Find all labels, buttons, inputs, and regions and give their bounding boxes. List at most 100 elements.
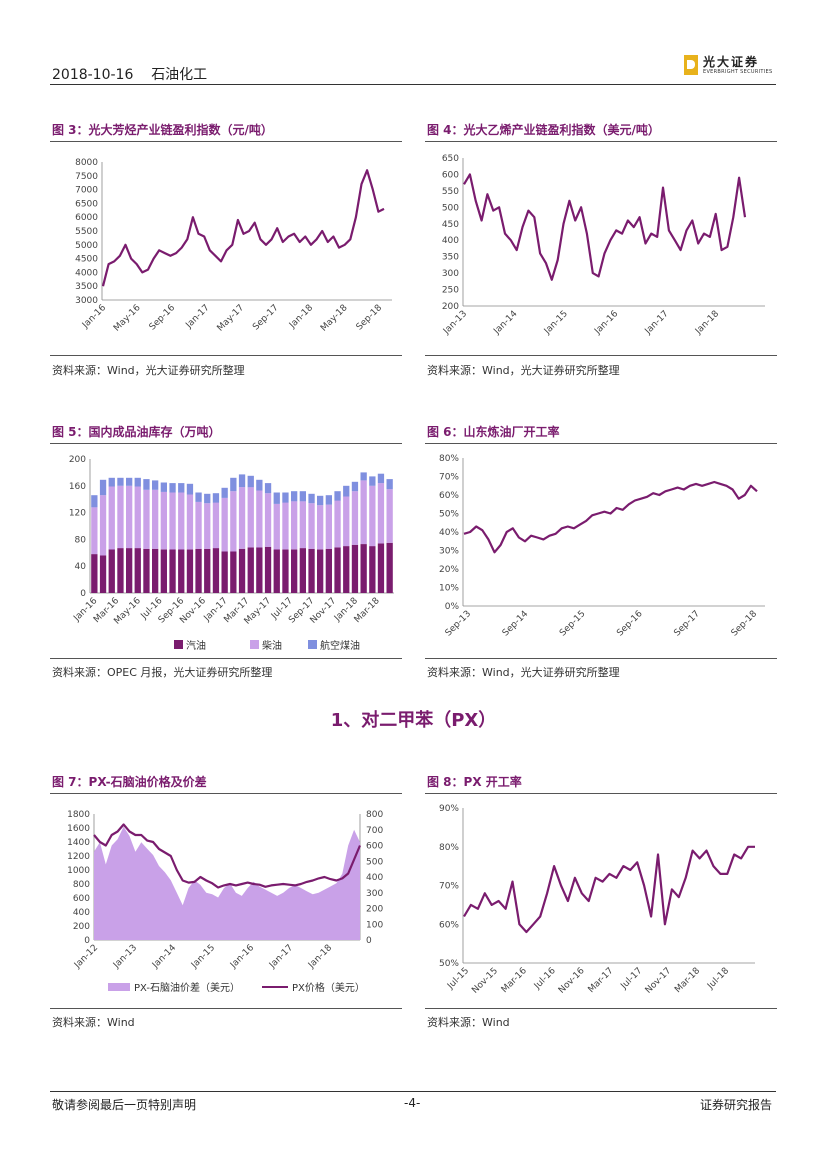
bar-segment [108, 477, 115, 487]
bar-segment [178, 549, 185, 593]
bar-segment [152, 489, 159, 549]
x-tick-label: Jan-15 [189, 943, 217, 971]
x-tick-label: Jan-18 [693, 309, 721, 337]
x-tick-label: Sep-17 [251, 303, 280, 332]
bar-segment [204, 548, 211, 593]
y-tick-label: 100 [366, 920, 383, 930]
x-tick-label: Sep-16 [148, 303, 178, 333]
bar-segment [317, 549, 324, 593]
y-tick-label: 800 [73, 880, 90, 890]
fig4-title-rule [425, 141, 777, 142]
px-price-line [93, 823, 362, 889]
y-tick-label: 70% [439, 882, 459, 892]
brand-logo: 光大证券 EVERBRIGHT SECURITIES [684, 53, 776, 79]
bar-segment [178, 492, 185, 550]
bar-segment [273, 503, 280, 550]
fig4-title: 图 4：光大乙烯产业链盈利指数（美元/吨） [427, 123, 660, 137]
bar-segment [126, 477, 133, 486]
x-tick-label: Jan-18 [287, 303, 315, 331]
y-tick-label: 1000 [67, 866, 90, 876]
legend-label: PX价格（美元） [292, 981, 365, 994]
fig6-title-rule [425, 443, 777, 444]
bar-segment [204, 503, 211, 549]
report-date: 2018-10-16 [52, 67, 134, 83]
bar-segment [351, 481, 359, 492]
fig4-source-rule [425, 355, 777, 356]
bar-segment [299, 501, 306, 549]
y-tick-label: 250 [442, 286, 459, 296]
bar-segment [247, 487, 254, 548]
bar-segment [230, 477, 237, 492]
y-tick-label: 30% [439, 547, 459, 557]
y-tick-label: 1400 [67, 838, 90, 848]
bar-segment [360, 480, 367, 544]
fig7-title: 图 7：PX-石脑油价格及价差 [52, 775, 207, 789]
fig5-source-rule [50, 658, 402, 659]
bar-segment [143, 479, 150, 490]
x-tick-label: Jan-17 [643, 309, 671, 337]
y-tick-label: 350 [442, 253, 459, 263]
bar-segment [334, 491, 341, 501]
bar-segment [126, 548, 133, 593]
bar-segment [299, 491, 306, 502]
fig3-chart: 8000 7500 7000 6500 6000 5500 5000 4500 4000 3500… [75, 158, 392, 334]
y-tick-label: 5500 [75, 227, 98, 237]
fig8-source: 资料来源：Wind [427, 1016, 510, 1029]
bar-segment [195, 501, 202, 549]
y-tick-label: 200 [69, 455, 86, 465]
bar-segment [369, 546, 376, 593]
y-tick-label: 90% [439, 804, 459, 814]
bar-segment [386, 489, 393, 543]
legend-label: 航空煤油 [320, 639, 360, 652]
footer-report-type: 证券研究报告 [700, 1098, 773, 1112]
bar-segment [169, 492, 176, 550]
y-tick-label: 400 [73, 908, 90, 918]
bar-segment [256, 479, 263, 491]
bar-segment [273, 492, 280, 504]
bar-segment [264, 493, 272, 547]
bar-segment [195, 492, 202, 502]
bar-segment [273, 549, 280, 593]
bar-segment [282, 492, 289, 503]
bar-segment [325, 548, 332, 593]
bar-segment [160, 549, 167, 593]
bar-segment [282, 502, 289, 550]
bar-segment [230, 491, 237, 552]
y-tick-label: 1200 [67, 852, 90, 862]
bar-segment [221, 487, 228, 498]
brand-name: 光大证券 [703, 55, 760, 69]
footer-disclaimer: 敬请参阅最后一页特别声明 [52, 1098, 197, 1112]
y-tick-label: 600 [366, 842, 383, 852]
fig5-chart: 20016012080400Jan-16Mar-16May-16Jul-16Se… [69, 455, 394, 652]
x-tick-label: Jan-16 [80, 303, 108, 331]
bar-segment [134, 548, 141, 593]
legend-swatch [250, 640, 259, 649]
bar-segment [91, 554, 98, 593]
x-tick-label: Nov-16 [557, 966, 587, 996]
y-tick-label: 4000 [75, 268, 98, 278]
fig7-source-rule [50, 1008, 402, 1009]
bar-segment [178, 483, 185, 493]
bar-segment [221, 551, 228, 593]
bar-segment [308, 548, 315, 593]
y-tick-label: 0 [366, 936, 372, 946]
bar-segment [343, 546, 350, 593]
y-tick-label: 60% [439, 491, 459, 501]
bar-segment [291, 491, 298, 502]
bar-segment [291, 549, 298, 593]
bar-segment [308, 493, 315, 504]
bar-segment [369, 485, 376, 547]
bar-segment [152, 480, 159, 490]
fig8-title: 图 8：PX 开工率 [427, 775, 522, 789]
bar-segment [386, 479, 393, 490]
y-tick-label: 7500 [75, 172, 98, 182]
bar-segment [91, 495, 98, 508]
bar-segment [369, 476, 376, 486]
x-tick-label: Mar-18 [673, 966, 702, 995]
fig8-source-rule [425, 1008, 777, 1009]
bar-segment [238, 487, 246, 549]
x-tick-label: Jan-15 [542, 309, 570, 337]
brand-logo-icon [684, 55, 698, 75]
x-tick-label: Jan-12 [72, 943, 100, 971]
